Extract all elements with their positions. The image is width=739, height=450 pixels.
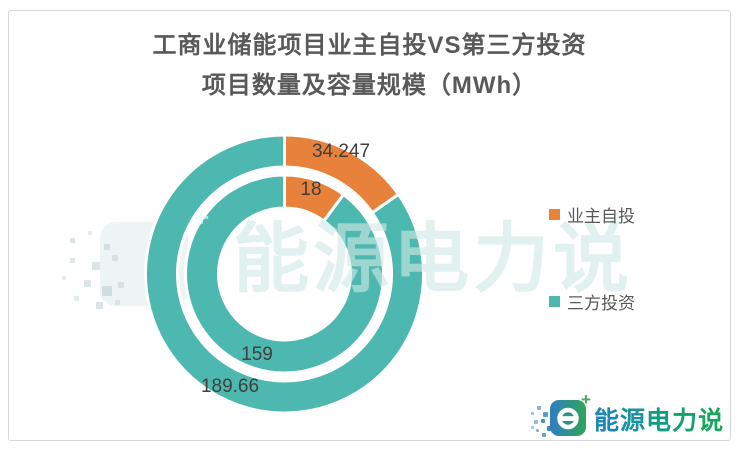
logo-text: 能源电力说 bbox=[594, 401, 724, 437]
legend-swatch-owner bbox=[549, 209, 560, 220]
logo-text-char: 说 bbox=[698, 407, 725, 435]
legend-label-owner: 业主自投 bbox=[567, 207, 635, 226]
pixel-dot bbox=[536, 429, 539, 432]
logo-e-icon bbox=[550, 400, 586, 436]
pixel-dot bbox=[104, 244, 110, 250]
pixel-dot bbox=[531, 426, 534, 429]
pixel-dot bbox=[70, 238, 75, 243]
legend-swatch-thirdparty bbox=[549, 296, 560, 307]
pixel-dot bbox=[92, 262, 100, 270]
chart-title-line2: 项目数量及容量规模（MWh） bbox=[201, 72, 538, 99]
pixel-dot bbox=[70, 258, 75, 263]
chart-title-line1: 工商业储能项目业主自投VS第三方投资 bbox=[152, 32, 587, 59]
donut-segment-outer-third-party bbox=[144, 133, 425, 415]
legend-item-owner: 业主自投 bbox=[549, 202, 635, 227]
pixel-dot bbox=[84, 280, 91, 287]
pixel-dot bbox=[74, 296, 79, 301]
pixel-dot bbox=[531, 412, 534, 415]
pixel-dot bbox=[115, 300, 120, 305]
label-outer-thirdparty-capacity: 189.66 bbox=[200, 376, 260, 397]
pixel-dot bbox=[534, 420, 538, 424]
pixel-dot bbox=[541, 419, 545, 423]
chart-title: 工商业储能项目业主自投VS第三方投资 项目数量及容量规模（MWh） bbox=[0, 26, 739, 106]
logo-text-char: 能 bbox=[594, 407, 621, 435]
legend-item-thirdparty: 三方投资 bbox=[549, 289, 635, 314]
logo-text-char: 电 bbox=[646, 407, 673, 435]
logo-text-char: 源 bbox=[620, 407, 647, 435]
brand-logo bbox=[528, 391, 732, 443]
pixel-dot bbox=[547, 426, 552, 431]
label-outer-owner-capacity: 34.247 bbox=[311, 141, 371, 162]
pixel-dot bbox=[88, 231, 92, 235]
pixel-dot bbox=[62, 276, 66, 280]
logo-plus-icon: + bbox=[581, 390, 591, 409]
pixel-dot bbox=[537, 406, 541, 410]
legend-label-thirdparty: 三方投资 bbox=[567, 294, 635, 313]
label-inner-owner-count: 18 bbox=[300, 179, 322, 200]
pixel-dot bbox=[542, 433, 546, 437]
donut-segment-inner-third-party bbox=[184, 173, 385, 375]
logo-text-char: 力 bbox=[672, 407, 699, 435]
label-inner-thirdparty-count: 159 bbox=[241, 344, 273, 365]
pixel-dot bbox=[96, 302, 103, 309]
pixel-dot bbox=[543, 412, 548, 417]
pixel-dot bbox=[118, 282, 124, 288]
pixel-dot bbox=[102, 286, 112, 296]
pixel-dot bbox=[112, 255, 118, 261]
